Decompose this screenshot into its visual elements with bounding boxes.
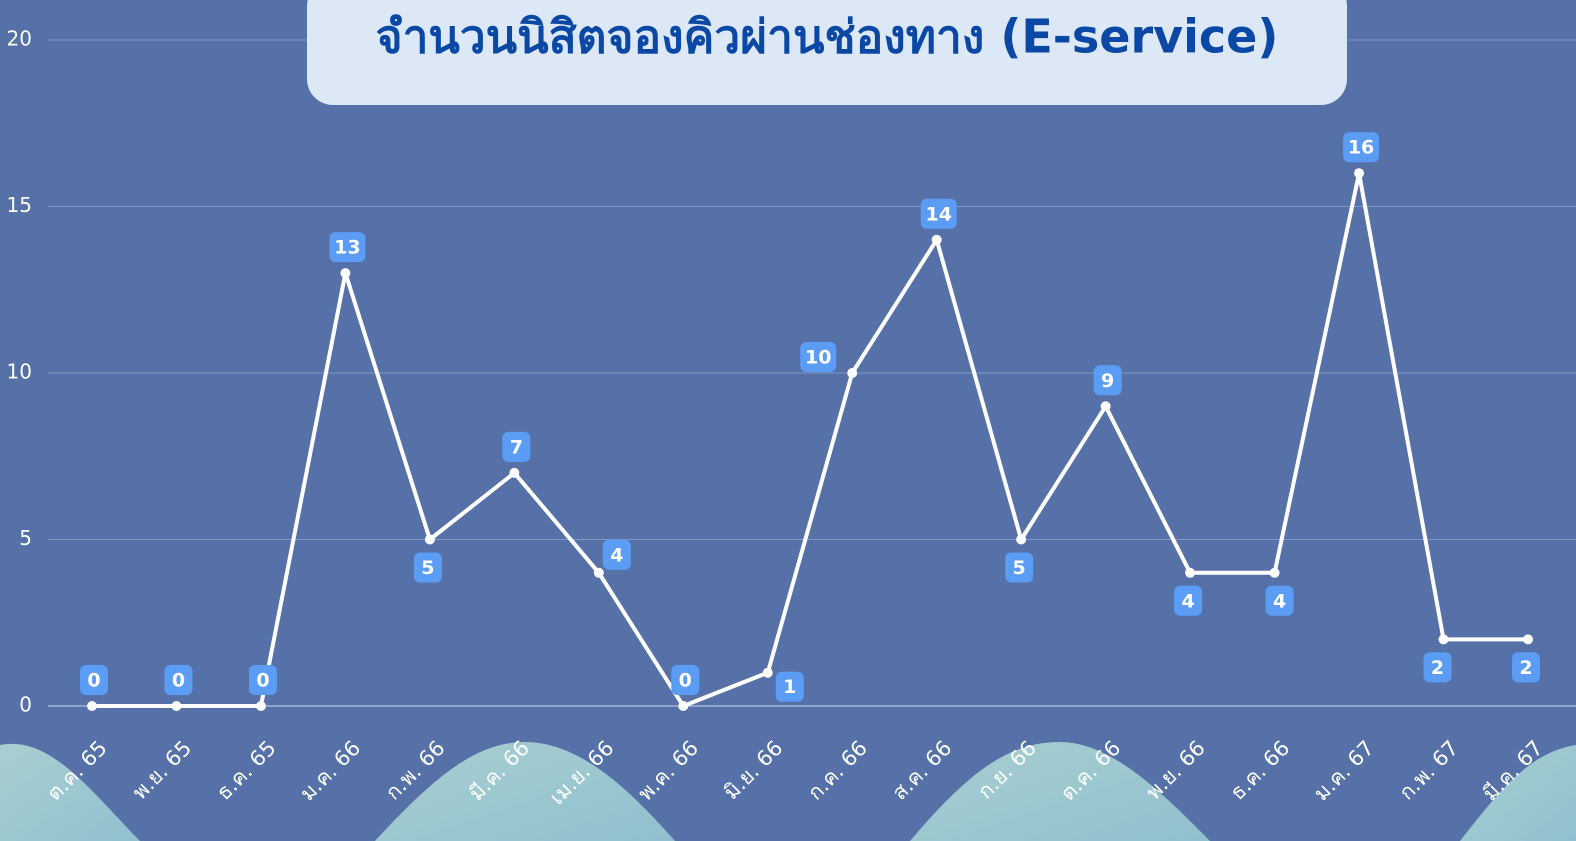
point (424, 534, 435, 545)
point (931, 234, 942, 245)
point (762, 667, 773, 678)
chart-title: จำนวนนิสิตจองคิวผ่านช่องทาง (E-service) (376, 10, 1279, 64)
y-tick-label: 5 (19, 526, 32, 550)
value-label: 2 (1519, 657, 1532, 679)
point (1185, 567, 1196, 578)
y-tick-label: 10 (7, 360, 32, 384)
value-label-box (1265, 585, 1294, 616)
point (1269, 567, 1280, 578)
value-label: 5 (1013, 557, 1026, 579)
value-label-box (671, 665, 700, 695)
point (87, 701, 97, 711)
decoration (375, 742, 675, 841)
value-label-box (920, 198, 957, 229)
y-tick-label: 20 (7, 27, 32, 51)
point (255, 701, 266, 711)
point (340, 268, 351, 279)
value-label: 16 (1348, 137, 1374, 159)
value-label: 0 (172, 670, 185, 692)
line (92, 171, 1528, 708)
value-label: 9 (1101, 370, 1114, 392)
value-label-box (80, 665, 108, 695)
value-label: 14 (925, 203, 951, 225)
value-label: 0 (256, 670, 269, 692)
value-label-box (248, 665, 277, 695)
value-label-box (800, 342, 837, 372)
value-label-box (1343, 132, 1380, 163)
value-label: 2 (1431, 657, 1444, 679)
decoration (1460, 745, 1576, 841)
value-label-box (775, 671, 804, 702)
point (847, 368, 858, 378)
value-label: 1 (783, 676, 796, 698)
value-label-box (1093, 365, 1122, 396)
value-label-box (1005, 552, 1034, 583)
y-tick-label: 0 (19, 693, 32, 717)
point (509, 467, 520, 478)
value-label-box (1174, 585, 1203, 616)
value-label: 5 (421, 557, 434, 579)
value-label-box (164, 665, 193, 695)
value-label-box (502, 431, 531, 462)
value-label: 4 (610, 544, 623, 566)
point (1523, 634, 1533, 645)
value-label-box (329, 232, 366, 263)
point (1354, 168, 1365, 179)
value-label: 10 (805, 347, 831, 369)
point (678, 701, 689, 711)
decoration (0, 743, 140, 841)
value-label: 4 (1273, 590, 1286, 612)
value-label-box (1512, 652, 1540, 683)
point (1438, 634, 1449, 645)
value-label: 4 (1182, 590, 1195, 612)
value-label: 7 (510, 436, 523, 458)
point (171, 701, 182, 711)
value-label: 13 (334, 237, 360, 259)
value-label: 0 (87, 670, 100, 692)
value-label: 0 (679, 670, 692, 692)
decoration (910, 742, 1210, 841)
point (1016, 534, 1027, 545)
title-box (307, 0, 1347, 105)
value-label-box (1423, 652, 1452, 683)
point (593, 567, 604, 578)
value-label-box (602, 539, 631, 570)
point (1100, 401, 1111, 412)
y-tick-label: 15 (7, 193, 32, 217)
value-label-box (413, 552, 442, 583)
